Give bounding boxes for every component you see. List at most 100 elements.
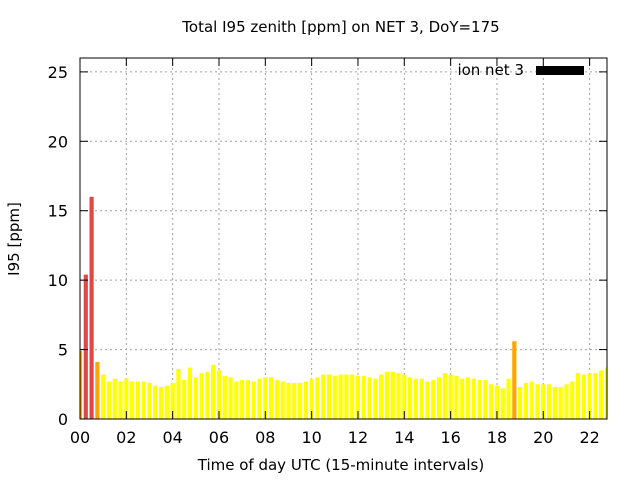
bar: [106, 381, 112, 419]
bar: [477, 380, 482, 419]
bars: [80, 196, 607, 419]
bar: [187, 367, 193, 419]
x-axis-label: Time of day UTC (15-minute intervals): [197, 456, 484, 474]
bar: [118, 381, 123, 419]
bar: [547, 384, 552, 419]
x-tick-label: 16: [440, 428, 460, 447]
bar: [489, 384, 494, 419]
bar: [193, 377, 198, 419]
x-tick-label: 12: [348, 428, 368, 447]
x-tick-label: 20: [533, 428, 553, 447]
bar: [332, 375, 337, 419]
x-tick-label: 08: [255, 428, 275, 447]
bar: [413, 378, 418, 419]
x-tick-label: 02: [116, 428, 136, 447]
bar: [483, 380, 488, 419]
y-tick-labels: 0 5 10 15 20 25: [48, 63, 68, 429]
bar: [164, 385, 169, 419]
bar: [124, 378, 129, 419]
y-tick-label: 15: [48, 202, 68, 221]
y-tick-label: 0: [58, 410, 68, 429]
bar: [269, 377, 274, 419]
bar: [402, 374, 407, 419]
plot-frame: [79, 57, 608, 420]
x-tick-label: 10: [301, 428, 321, 447]
legend: ion net 3: [457, 61, 584, 79]
bar: [135, 381, 140, 419]
bar: [286, 382, 291, 419]
bar: [251, 381, 256, 419]
bar: [101, 374, 106, 419]
bar: [575, 373, 581, 419]
bar: [147, 382, 152, 419]
bar: [570, 381, 575, 419]
bar: [274, 380, 279, 419]
bar: [396, 373, 401, 419]
bar: [518, 387, 523, 419]
bar: [280, 381, 285, 419]
chart-title: Total I95 zenith [ppm] on NET 3, DoY=175: [181, 18, 499, 36]
bar: [587, 373, 592, 419]
bar: [564, 384, 569, 419]
bar: [442, 373, 447, 419]
bar: [315, 377, 320, 419]
bar: [448, 374, 453, 419]
bar: [240, 380, 245, 419]
bar: [535, 384, 540, 419]
bar: [494, 385, 500, 419]
bar: [83, 274, 88, 419]
bar: [350, 374, 355, 419]
bar: [541, 384, 546, 419]
bar: [355, 375, 361, 419]
bar: [436, 377, 442, 419]
bar: [558, 387, 563, 419]
bar: [303, 381, 308, 419]
x-tick-label: 00: [70, 428, 90, 447]
y-axis-label: I95 [ppm]: [5, 202, 23, 276]
bar: [95, 362, 100, 419]
bar: [141, 381, 146, 419]
y-tick-label: 10: [48, 271, 68, 290]
bar: [604, 367, 607, 419]
bar: [523, 382, 529, 419]
bar: [599, 370, 604, 419]
x-tick-label: 18: [487, 428, 507, 447]
bar: [338, 374, 343, 419]
bar: [506, 378, 511, 419]
x-tick-label: 06: [209, 428, 229, 447]
x-tick-label: 14: [394, 428, 414, 447]
bar: [373, 378, 378, 419]
legend-swatch: [536, 66, 584, 75]
axis-ticks: [79, 58, 607, 420]
bar: [529, 381, 534, 419]
bar: [326, 374, 332, 419]
bar: [158, 387, 164, 419]
bar: [292, 382, 297, 419]
bar: [170, 382, 175, 419]
bar: [454, 375, 459, 419]
bar: [425, 381, 430, 419]
bar: [228, 377, 233, 419]
bar: [471, 378, 476, 419]
bar: [89, 196, 94, 419]
x-tick-label: 04: [162, 428, 182, 447]
legend-label: ion net 3: [457, 61, 524, 79]
bar: [182, 380, 187, 419]
bar: [344, 374, 349, 419]
x-tick-label: 22: [579, 428, 599, 447]
bar: [460, 378, 465, 419]
bar: [361, 375, 366, 419]
y-tick-label: 5: [58, 341, 68, 360]
bar: [593, 373, 598, 419]
bar: [257, 378, 262, 419]
bar: [199, 373, 204, 419]
x-tick-labels: 00 02 04 06 08 10 12 14 16 18 20 22: [70, 428, 600, 447]
bar: [205, 371, 210, 419]
bar: [512, 341, 517, 419]
bar: [379, 374, 384, 419]
bar: [581, 374, 586, 419]
bar: [408, 377, 413, 419]
bar: [263, 377, 268, 419]
bar: [153, 385, 158, 419]
